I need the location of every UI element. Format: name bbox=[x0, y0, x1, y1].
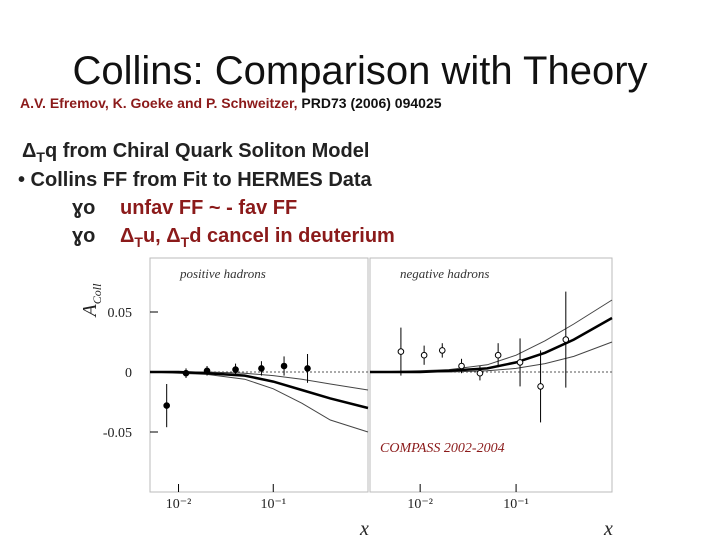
data-point bbox=[420, 351, 428, 359]
bullet-text: • Collins FF from Fit to HERMES Data bbox=[18, 169, 373, 191]
data-point bbox=[182, 369, 190, 377]
citation: PRD73 (2006) 094025 bbox=[301, 95, 441, 111]
panel-frame bbox=[369, 257, 613, 493]
data-point bbox=[203, 367, 211, 375]
data-point bbox=[562, 336, 570, 343]
bullet-marker: ɣo bbox=[72, 225, 95, 247]
bullet-text: Δ bbox=[22, 140, 36, 162]
y-label-main: A bbox=[79, 303, 101, 318]
data-point bbox=[537, 383, 544, 390]
data-point bbox=[232, 366, 239, 373]
authors: A.V. Efremov, K. Goeke and P. Schweitzer… bbox=[20, 95, 298, 111]
x-tick-label: 10⁻¹ bbox=[503, 497, 529, 512]
bullet: ΔTq from Chiral Quark Soliton Model bbox=[22, 140, 369, 165]
data-point bbox=[258, 365, 265, 372]
subscript: T bbox=[181, 234, 190, 250]
theory-curve bbox=[150, 371, 369, 391]
bullet-text: Δ bbox=[166, 225, 180, 247]
x-tick-label: 10⁻² bbox=[407, 497, 433, 512]
bullet-text: unfav FF ~ - fav FF bbox=[120, 197, 297, 219]
data-point bbox=[280, 362, 288, 370]
bullet-marker: ɣo bbox=[72, 197, 95, 219]
data-point bbox=[494, 351, 502, 359]
y-tick-label: 0 bbox=[125, 366, 132, 381]
theory-curve bbox=[370, 316, 613, 374]
x-axis-label: x bbox=[359, 518, 369, 540]
bullet-text: Δ bbox=[120, 225, 134, 247]
bullet-text: d cancel in deuterium bbox=[189, 225, 395, 247]
data-point bbox=[304, 365, 311, 372]
data-point bbox=[458, 362, 465, 370]
theory-curve bbox=[149, 371, 369, 433]
subscript: T bbox=[36, 149, 45, 165]
x-tick-label: 10⁻² bbox=[166, 497, 192, 512]
annotation: COMPASS 2002-2004 bbox=[380, 441, 505, 456]
bullet: ɣo unfav FF ~ - fav FF bbox=[72, 197, 297, 219]
panel-title: positive hadrons bbox=[179, 266, 266, 281]
y-axis-label: AColl bbox=[79, 283, 104, 319]
subscript: T bbox=[134, 234, 143, 250]
theory-curve bbox=[150, 370, 369, 410]
data-point bbox=[163, 402, 170, 409]
y-label-sub: Coll bbox=[90, 283, 104, 304]
y-tick-label: -0.05 bbox=[103, 426, 132, 441]
panel-title: negative hadrons bbox=[400, 266, 489, 281]
y-tick-label: 0.05 bbox=[108, 306, 133, 321]
bullet: • Collins FF from Fit to HERMES Data bbox=[18, 169, 373, 191]
bullet-text: u, bbox=[143, 225, 166, 247]
bullet-text: q from Chiral Quark Soliton Model bbox=[45, 140, 369, 162]
theory-curve bbox=[369, 299, 613, 373]
data-point bbox=[438, 347, 446, 354]
data-point bbox=[516, 359, 524, 366]
bullet: ɣo ΔTu, ΔTd cancel in deuterium bbox=[72, 225, 395, 250]
x-tick-label: 10⁻¹ bbox=[260, 497, 286, 512]
slide-title: Collins: Comparison with Theory bbox=[72, 49, 647, 93]
reference: A.V. Efremov, K. Goeke and P. Schweitzer… bbox=[20, 95, 442, 111]
data-point bbox=[397, 348, 405, 355]
panel-frame bbox=[149, 257, 369, 493]
data-point bbox=[476, 369, 484, 377]
x-axis-label: x bbox=[603, 518, 613, 540]
